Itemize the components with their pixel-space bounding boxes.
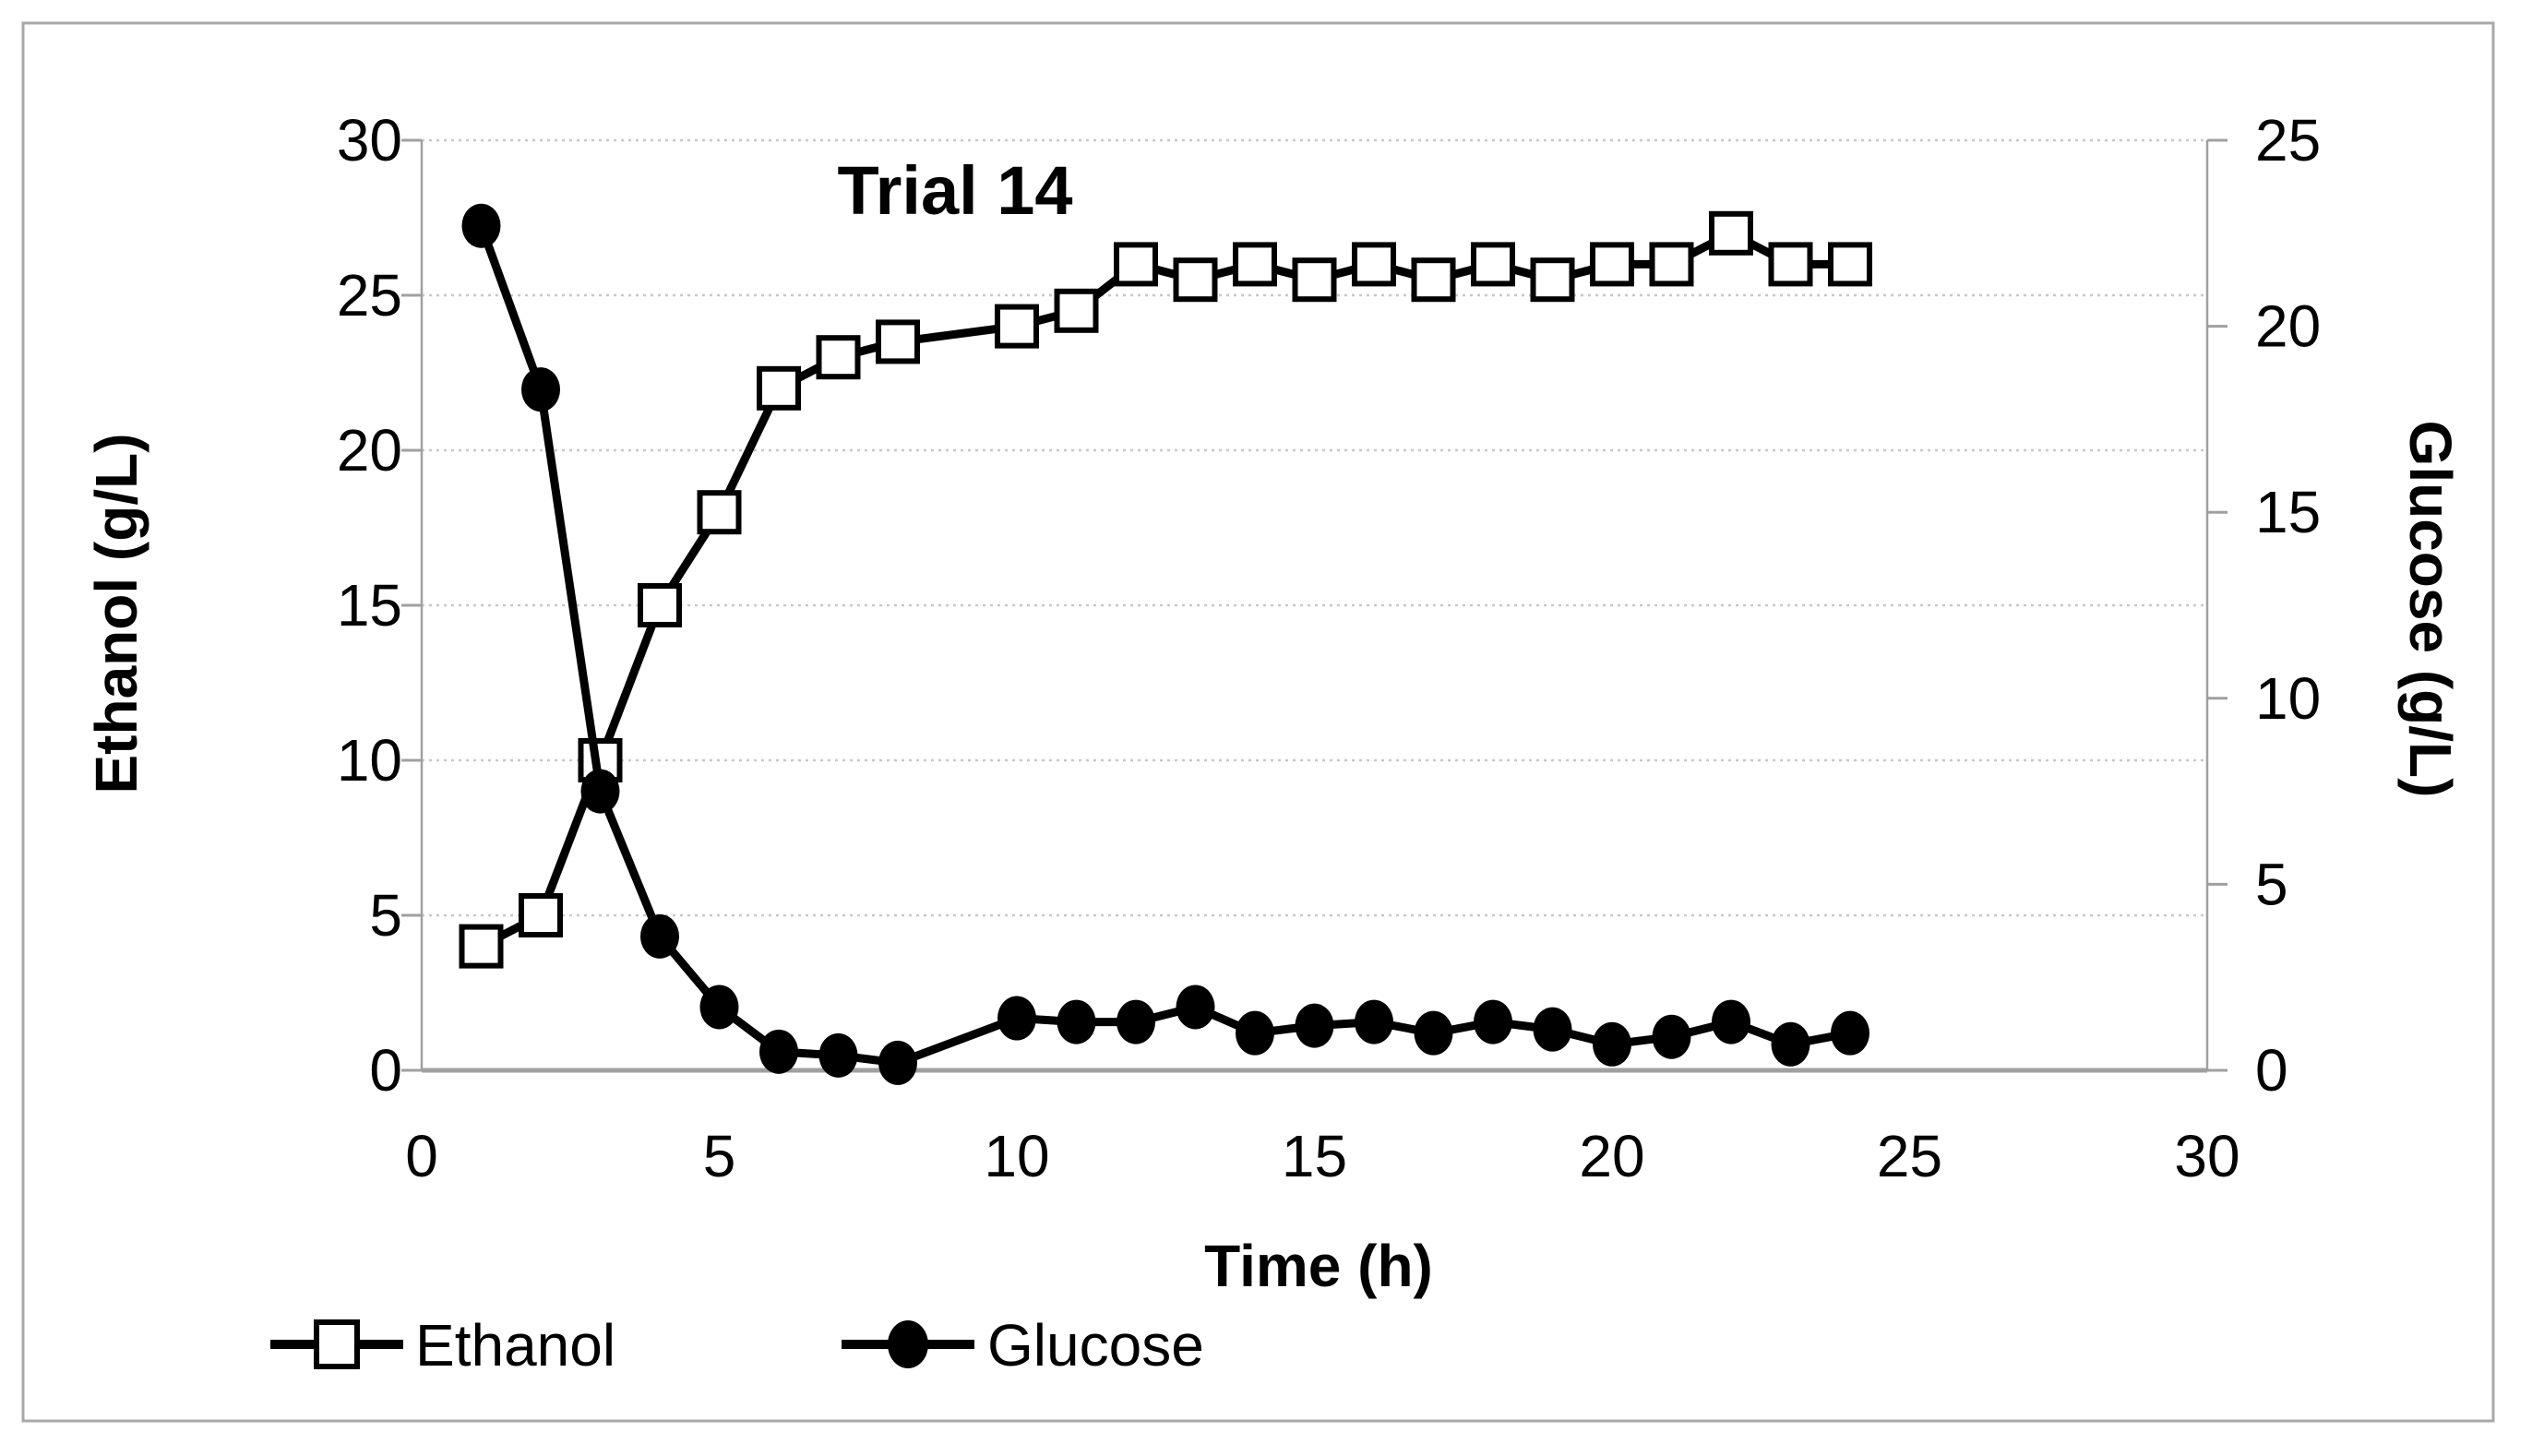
right-axis-tick-label: 15 <box>2255 479 2321 545</box>
chart-title: Trial 14 <box>837 152 1072 229</box>
ethanol-marker <box>1114 242 1158 287</box>
glucose-marker <box>699 985 739 1030</box>
ethanol-marker <box>1352 242 1396 287</box>
ethanol-marker <box>1530 257 1575 303</box>
ethanol-marker <box>1590 242 1634 287</box>
glucose-marker <box>1593 1021 1631 1067</box>
legend-ethanol-label: Ethanol <box>415 1312 615 1378</box>
ethanol-marker <box>1054 288 1099 333</box>
right-axis-tick-label: 5 <box>2255 851 2288 917</box>
left-axis-tick-label: 15 <box>337 572 402 638</box>
x-axis-tick-label: 30 <box>2174 1123 2239 1189</box>
glucose-marker <box>818 1032 858 1078</box>
ethanol-marker <box>638 583 682 627</box>
glucose-marker <box>997 996 1036 1041</box>
right-axis-tick-label: 0 <box>2255 1037 2288 1104</box>
right-axis-tick-label: 10 <box>2255 665 2321 732</box>
left-axis-tick-label: 30 <box>337 107 402 173</box>
glucose-marker <box>1474 999 1512 1044</box>
glucose-marker <box>1533 1007 1572 1052</box>
left-axis-tick-label: 10 <box>337 727 402 794</box>
ethanol-marker <box>816 335 861 380</box>
x-axis-tick-label: 20 <box>1579 1123 1644 1189</box>
glucose-marker <box>580 769 620 814</box>
glucose-marker <box>1057 999 1096 1044</box>
x-axis-tick-label: 5 <box>703 1123 736 1189</box>
glucose-marker <box>521 367 560 412</box>
glucose-marker <box>1176 985 1215 1030</box>
left-axis-tick-label: 25 <box>337 262 402 328</box>
series-glucose <box>461 203 1869 1085</box>
ethanol-marker <box>995 304 1039 349</box>
x-axis-title: Time (h) <box>1204 1233 1433 1299</box>
glucose-marker <box>878 1040 917 1085</box>
series-layer <box>459 203 1872 1085</box>
glucose-marker <box>1117 999 1155 1044</box>
glucose-marker <box>1355 999 1393 1044</box>
ethanol-marker <box>876 319 920 364</box>
series-ethanol <box>459 210 1872 969</box>
left-axis-tick-label: 0 <box>369 1037 402 1104</box>
ethanol-marker <box>1471 242 1515 287</box>
glucose-marker <box>640 913 679 959</box>
left-axis-tick-label: 20 <box>337 417 402 483</box>
ethanol-marker <box>1411 257 1456 303</box>
gridlines-layer <box>422 138 2207 917</box>
ethanol-marker <box>1649 242 1694 287</box>
ethanol-marker <box>519 893 563 937</box>
ethanol-marker <box>697 490 742 535</box>
right-axis-tick-label: 25 <box>2255 107 2321 173</box>
glucose-marker <box>1831 1010 1869 1056</box>
ethanol-marker <box>757 365 801 411</box>
glucose-marker <box>1236 1010 1274 1056</box>
glucose-marker <box>461 203 501 248</box>
ethanol-marker <box>1768 242 1813 287</box>
glucose-marker <box>1295 1003 1334 1048</box>
legend-ethanol-square-marker <box>314 1319 360 1369</box>
ethanol-marker <box>1173 257 1218 303</box>
ethanol-marker <box>1233 242 1277 287</box>
right-axis-tick-label: 20 <box>2255 293 2321 360</box>
legend-item-glucose: Glucose <box>842 1312 1204 1378</box>
ethanol-marker <box>1292 257 1337 303</box>
figure-border <box>21 21 2495 1423</box>
x-axis-tick-label: 15 <box>1282 1123 1347 1189</box>
legend-glucose-label: Glucose <box>987 1312 1204 1378</box>
legend: Ethanol Glucose <box>270 1312 1204 1378</box>
left-axis-title: Ethanol (g/L) <box>83 433 149 794</box>
x-axis-tick-label: 25 <box>1877 1123 1942 1189</box>
legend-item-ethanol: Ethanol <box>270 1312 615 1378</box>
ethanol-marker <box>1709 210 1753 256</box>
x-axis-tick-label: 0 <box>405 1123 438 1189</box>
left-axis-tick-label: 5 <box>369 882 402 949</box>
glucose-marker <box>1771 1021 1810 1067</box>
glucose-marker <box>1414 1010 1453 1056</box>
ethanol-marker <box>459 924 504 969</box>
ethanol-marker <box>1828 242 1872 287</box>
glucose-marker <box>1712 999 1750 1044</box>
glucose-marker <box>759 1029 798 1074</box>
axes-layer <box>401 138 2227 1073</box>
right-axis-title: Glucose (g/L) <box>2397 421 2464 798</box>
x-axis-tick-label: 10 <box>984 1123 1049 1189</box>
legend-glucose-circle-marker <box>888 1320 928 1368</box>
glucose-marker <box>1652 1014 1691 1059</box>
